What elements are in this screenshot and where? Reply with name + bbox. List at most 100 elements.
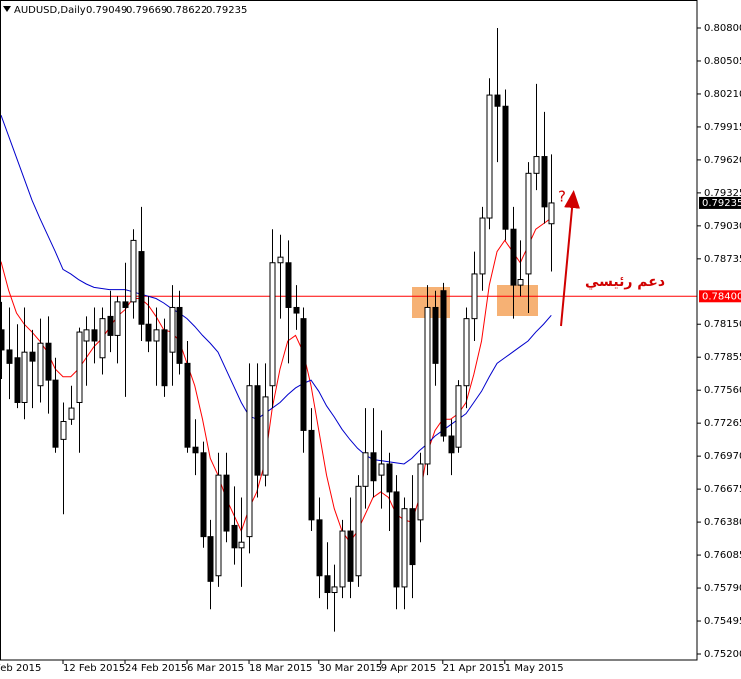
candle-body	[223, 474, 230, 532]
candle-body	[29, 351, 36, 362]
current-price-label: 0.79235	[702, 198, 741, 209]
x-tick-label: 6 Mar 2015	[187, 663, 244, 674]
candle-body	[324, 575, 331, 594]
candle-body	[277, 256, 284, 264]
x-tick-label: 24 Feb 2015	[125, 663, 187, 674]
candle-body	[316, 519, 323, 577]
candle-body	[440, 290, 447, 437]
price-label-box	[699, 196, 741, 209]
candle-body	[262, 396, 269, 476]
hline-label: 0.78400	[702, 291, 741, 302]
candle-body	[347, 530, 354, 582]
y-tick-label: 0.78735	[704, 254, 741, 265]
candle-body	[21, 351, 28, 403]
candle-body	[300, 318, 307, 431]
question-mark: ?	[558, 188, 566, 206]
x-tick-label: 18 Mar 2015	[249, 663, 312, 674]
y-tick-label: 0.79915	[704, 122, 741, 133]
candle-body	[370, 452, 377, 482]
candle-body	[417, 463, 424, 521]
candle-body	[494, 94, 501, 107]
candle-body	[308, 429, 315, 521]
candle-body	[37, 342, 44, 387]
x-tick-label: 1 May 2015	[505, 663, 564, 674]
candle-body	[176, 306, 183, 364]
y-tick-label: 0.80505	[704, 56, 741, 67]
candle-body	[145, 323, 152, 342]
y-tick-label: 0.79325	[704, 188, 741, 199]
candle-body	[448, 435, 455, 454]
price-label-box	[699, 290, 741, 303]
header-high: 0.79669	[126, 5, 167, 16]
candle-body	[91, 329, 98, 342]
candle-body	[192, 446, 199, 454]
y-tick-label: 0.77265	[704, 418, 741, 429]
candle-body	[122, 301, 129, 308]
candle-body	[479, 217, 486, 275]
candle-body	[68, 407, 75, 420]
candle-body	[339, 530, 346, 588]
candle-body	[533, 156, 540, 174]
candle-body	[517, 279, 524, 286]
candle-body	[52, 379, 59, 448]
x-tick-label: 2 Feb 2015	[0, 663, 41, 674]
support-annotation: دعم رئيسي	[585, 274, 665, 290]
header-icon	[3, 6, 11, 12]
header-low: 0.78622	[166, 5, 207, 16]
candle-body	[285, 262, 292, 308]
candle-body	[184, 362, 191, 448]
candle-body	[60, 420, 67, 440]
candle-body	[99, 318, 106, 359]
x-tick-label: 12 Feb 2015	[63, 663, 125, 674]
candle-body	[525, 172, 532, 275]
candle-body	[455, 385, 462, 448]
candle-body	[83, 329, 90, 342]
candle-body	[269, 262, 276, 387]
candle-body	[471, 273, 478, 320]
y-tick-label: 0.76085	[704, 550, 741, 561]
y-tick-label: 0.75495	[704, 616, 741, 627]
candle-body	[401, 508, 408, 588]
candle-body	[502, 105, 509, 230]
candle-body	[114, 301, 121, 336]
candle-body	[355, 485, 362, 577]
candle-body	[541, 156, 548, 208]
candle-body	[76, 331, 83, 403]
plot-area	[0, 28, 697, 632]
candle-body	[45, 342, 52, 381]
candle-body	[215, 474, 222, 577]
candle-body	[393, 491, 400, 588]
candle-body	[486, 94, 493, 219]
candle-body	[409, 508, 416, 566]
candle-body	[207, 536, 214, 582]
candle-body	[138, 251, 145, 325]
x-tick-label: 21 Apr 2015	[443, 663, 505, 674]
candle-body	[200, 452, 207, 538]
candle-body	[293, 306, 300, 314]
candle-body	[161, 329, 168, 387]
header-close: 0.79235	[206, 5, 247, 16]
candle-body	[153, 329, 160, 342]
candle-body	[362, 452, 369, 487]
x-tick-label: 9 Apr 2015	[381, 663, 436, 674]
candle-body	[246, 385, 253, 538]
candle-body	[463, 318, 470, 387]
y-tick-label: 0.76675	[704, 484, 741, 495]
candle-body	[432, 306, 439, 364]
candle-body	[130, 239, 137, 303]
x-tick-label: 30 Mar 2015	[319, 663, 382, 674]
candle-body	[386, 463, 393, 493]
arrow	[560, 190, 581, 327]
candle-body	[231, 524, 238, 549]
highlight-box	[497, 285, 538, 316]
